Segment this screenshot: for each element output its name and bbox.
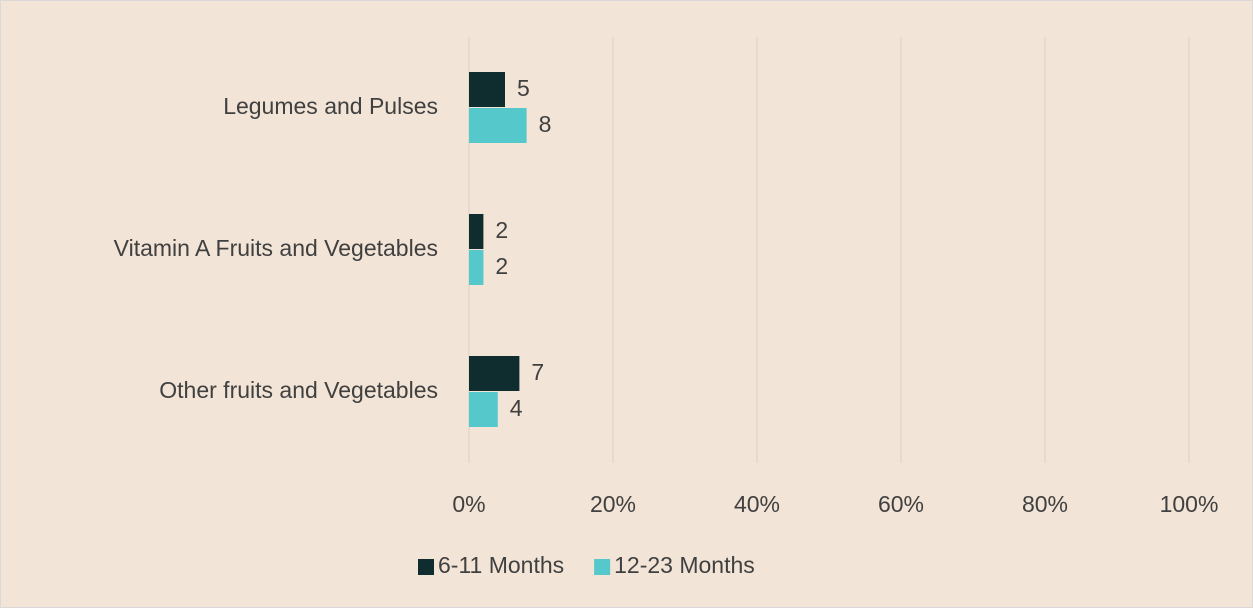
legend-swatch — [594, 559, 611, 575]
legend-label: 6-11 Months — [438, 552, 564, 578]
x-tick-label: 80% — [1022, 491, 1068, 517]
y-tick-label: Vitamin A Fruits and Vegetables — [114, 235, 438, 261]
y-tick-label: Legumes and Pulses — [223, 93, 438, 119]
data-label: 7 — [531, 359, 544, 385]
data-label: 2 — [495, 217, 508, 243]
y-tick-label: Other fruits and Vegetables — [159, 377, 438, 403]
bar — [469, 392, 498, 427]
x-tick-label: 20% — [590, 491, 636, 517]
data-label: 4 — [510, 395, 523, 421]
bar — [469, 72, 505, 107]
legend-label: 12-23 Months — [614, 552, 755, 578]
x-tick-label: 60% — [878, 491, 924, 517]
bar — [469, 108, 527, 143]
x-tick-label: 40% — [734, 491, 780, 517]
x-tick-label: 100% — [1160, 491, 1219, 517]
legend-swatch — [418, 559, 434, 575]
data-label: 2 — [495, 253, 508, 279]
data-label: 8 — [539, 111, 552, 137]
bar — [469, 356, 520, 391]
x-tick-label: 0% — [452, 491, 485, 517]
data-label: 5 — [517, 75, 530, 101]
bar — [469, 250, 484, 285]
bar — [469, 214, 484, 249]
